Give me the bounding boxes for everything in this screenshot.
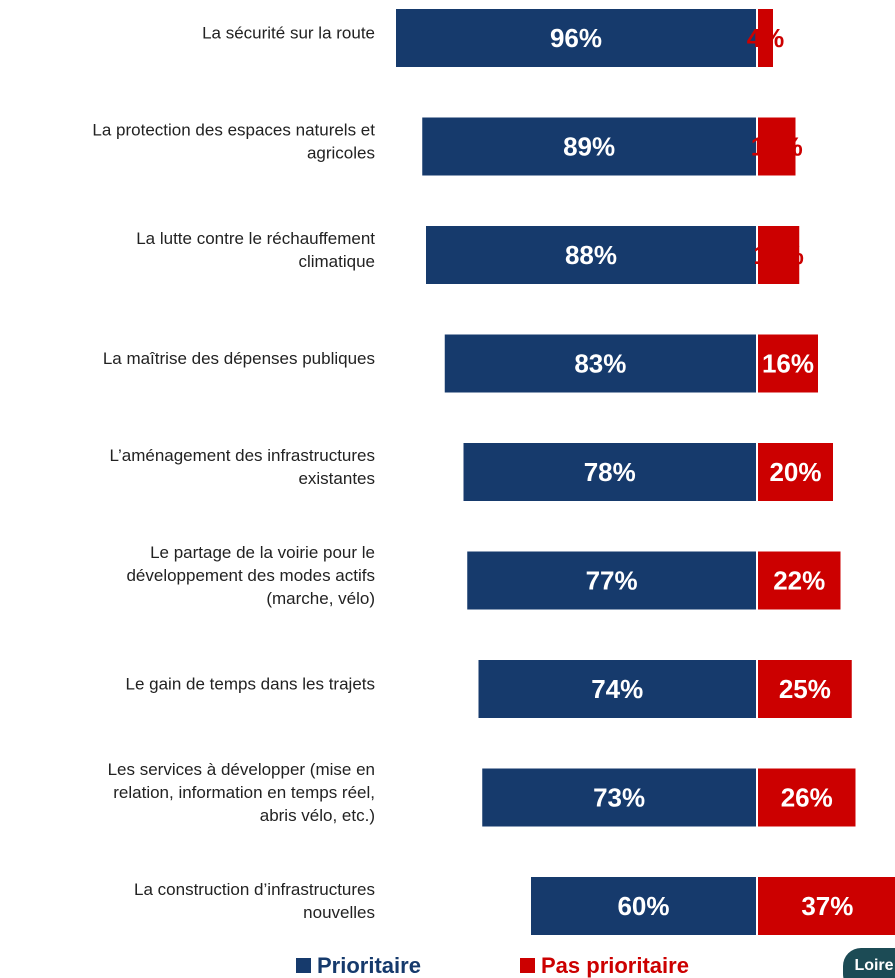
bar bbox=[758, 443, 833, 501]
bar bbox=[758, 226, 800, 284]
logo-text: Loire bbox=[854, 957, 893, 974]
bar bbox=[758, 768, 856, 827]
bar bbox=[422, 117, 756, 176]
value-label: 60% bbox=[617, 891, 669, 921]
category-label: Le partage de la voirie pour le bbox=[150, 543, 375, 562]
bar bbox=[758, 551, 841, 610]
category-label: développement des modes actifs bbox=[126, 566, 375, 585]
category-label: La protection des espaces naturels et bbox=[92, 120, 375, 139]
bar bbox=[531, 877, 756, 935]
category-label: existantes bbox=[298, 469, 375, 488]
category-label: La maîtrise des dépenses publiques bbox=[103, 349, 375, 368]
bar bbox=[467, 551, 756, 610]
value-label: 22% bbox=[773, 565, 825, 595]
category-label: Les services à développer (mise en bbox=[108, 760, 375, 779]
category-label: agricoles bbox=[307, 143, 375, 162]
legend-label: Prioritaire bbox=[317, 953, 421, 978]
value-label: 20% bbox=[769, 457, 821, 487]
bar bbox=[396, 9, 756, 67]
legend-label: Pas prioritaire bbox=[541, 953, 689, 978]
category-label: abris vélo, etc.) bbox=[260, 806, 375, 825]
value-label: 4% bbox=[747, 23, 785, 53]
bar bbox=[426, 226, 756, 284]
category-label: L’aménagement des infrastructures bbox=[109, 446, 375, 465]
category-label: climatique bbox=[298, 252, 375, 271]
legend-swatch bbox=[520, 958, 535, 973]
bar bbox=[758, 660, 852, 718]
value-label: 11% bbox=[753, 240, 804, 270]
category-label: relation, information en temps réel, bbox=[113, 783, 375, 802]
category-label: La sécurité sur la route bbox=[202, 23, 375, 42]
bar bbox=[758, 334, 818, 393]
category-label: La lutte contre le réchauffement bbox=[136, 229, 375, 248]
bar bbox=[444, 334, 756, 393]
bar bbox=[482, 768, 756, 827]
bar bbox=[758, 117, 796, 176]
value-label: 78% bbox=[584, 457, 636, 487]
legend-swatch bbox=[296, 958, 311, 973]
bar bbox=[758, 877, 895, 935]
value-label: 83% bbox=[574, 348, 626, 378]
value-label: 16% bbox=[762, 348, 814, 378]
value-label: 89% bbox=[563, 131, 615, 161]
value-label: 73% bbox=[593, 782, 645, 812]
value-label: 25% bbox=[779, 674, 831, 704]
value-label: 88% bbox=[565, 240, 617, 270]
category-label: Le gain de temps dans les trajets bbox=[126, 674, 375, 693]
bar bbox=[478, 660, 756, 718]
logo: Loire bbox=[843, 948, 895, 978]
bar bbox=[758, 9, 773, 67]
value-label: 74% bbox=[591, 674, 643, 704]
category-label: nouvelles bbox=[303, 903, 375, 922]
category-label: La construction d’infrastructures bbox=[134, 880, 375, 899]
logo-shape bbox=[843, 948, 895, 978]
value-label: 77% bbox=[586, 565, 638, 595]
value-label: 26% bbox=[781, 782, 833, 812]
bar bbox=[463, 443, 756, 501]
value-label: 10% bbox=[751, 131, 803, 161]
value-label: 37% bbox=[801, 891, 853, 921]
value-label: 96% bbox=[550, 23, 602, 53]
category-label: (marche, vélo) bbox=[266, 589, 375, 608]
